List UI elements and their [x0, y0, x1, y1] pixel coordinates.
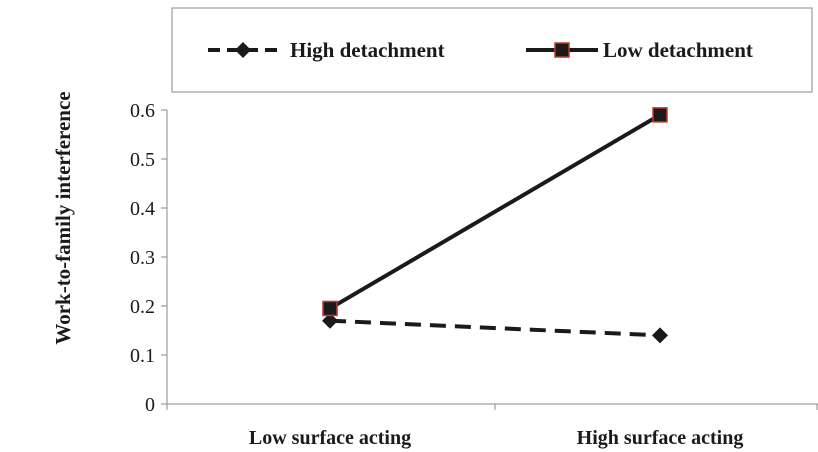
legend-marker-1	[235, 42, 251, 58]
y-tick-label: 0.6	[130, 100, 155, 122]
legend-box	[171, 7, 813, 93]
x-tick-label: Low surface acting	[249, 427, 411, 449]
y-tick-label: 0.1	[130, 345, 155, 367]
data-point-series1-1	[322, 312, 338, 329]
data-point-series2-1	[322, 300, 338, 317]
series-layer	[322, 107, 668, 344]
x-tick-label: High surface acting	[577, 427, 744, 449]
data-point-series2-2	[652, 107, 668, 123]
series-line-1	[329, 318, 661, 338]
legend-label-2: Low detachment	[603, 38, 753, 62]
y-tick-label: 0.4	[130, 198, 155, 220]
axes: 0 0.1 0.2 0.3 0.4 0.5 0.6 Low surface acting Hig…	[130, 100, 818, 449]
y-tick-label: 0.2	[130, 296, 155, 318]
y-tick-label: 0.5	[130, 149, 155, 171]
y-tick-label: 0	[145, 394, 155, 416]
series-line-2	[328, 113, 662, 311]
legend-label-1: High detachment	[290, 38, 445, 62]
legend: High detachment Low detachment	[208, 38, 753, 62]
y-tick-label: 0.3	[130, 247, 155, 269]
data-point-series1-2	[652, 327, 668, 344]
y-axis-title: Work-to-family interference	[51, 91, 75, 344]
legend-marker-2	[554, 42, 570, 58]
